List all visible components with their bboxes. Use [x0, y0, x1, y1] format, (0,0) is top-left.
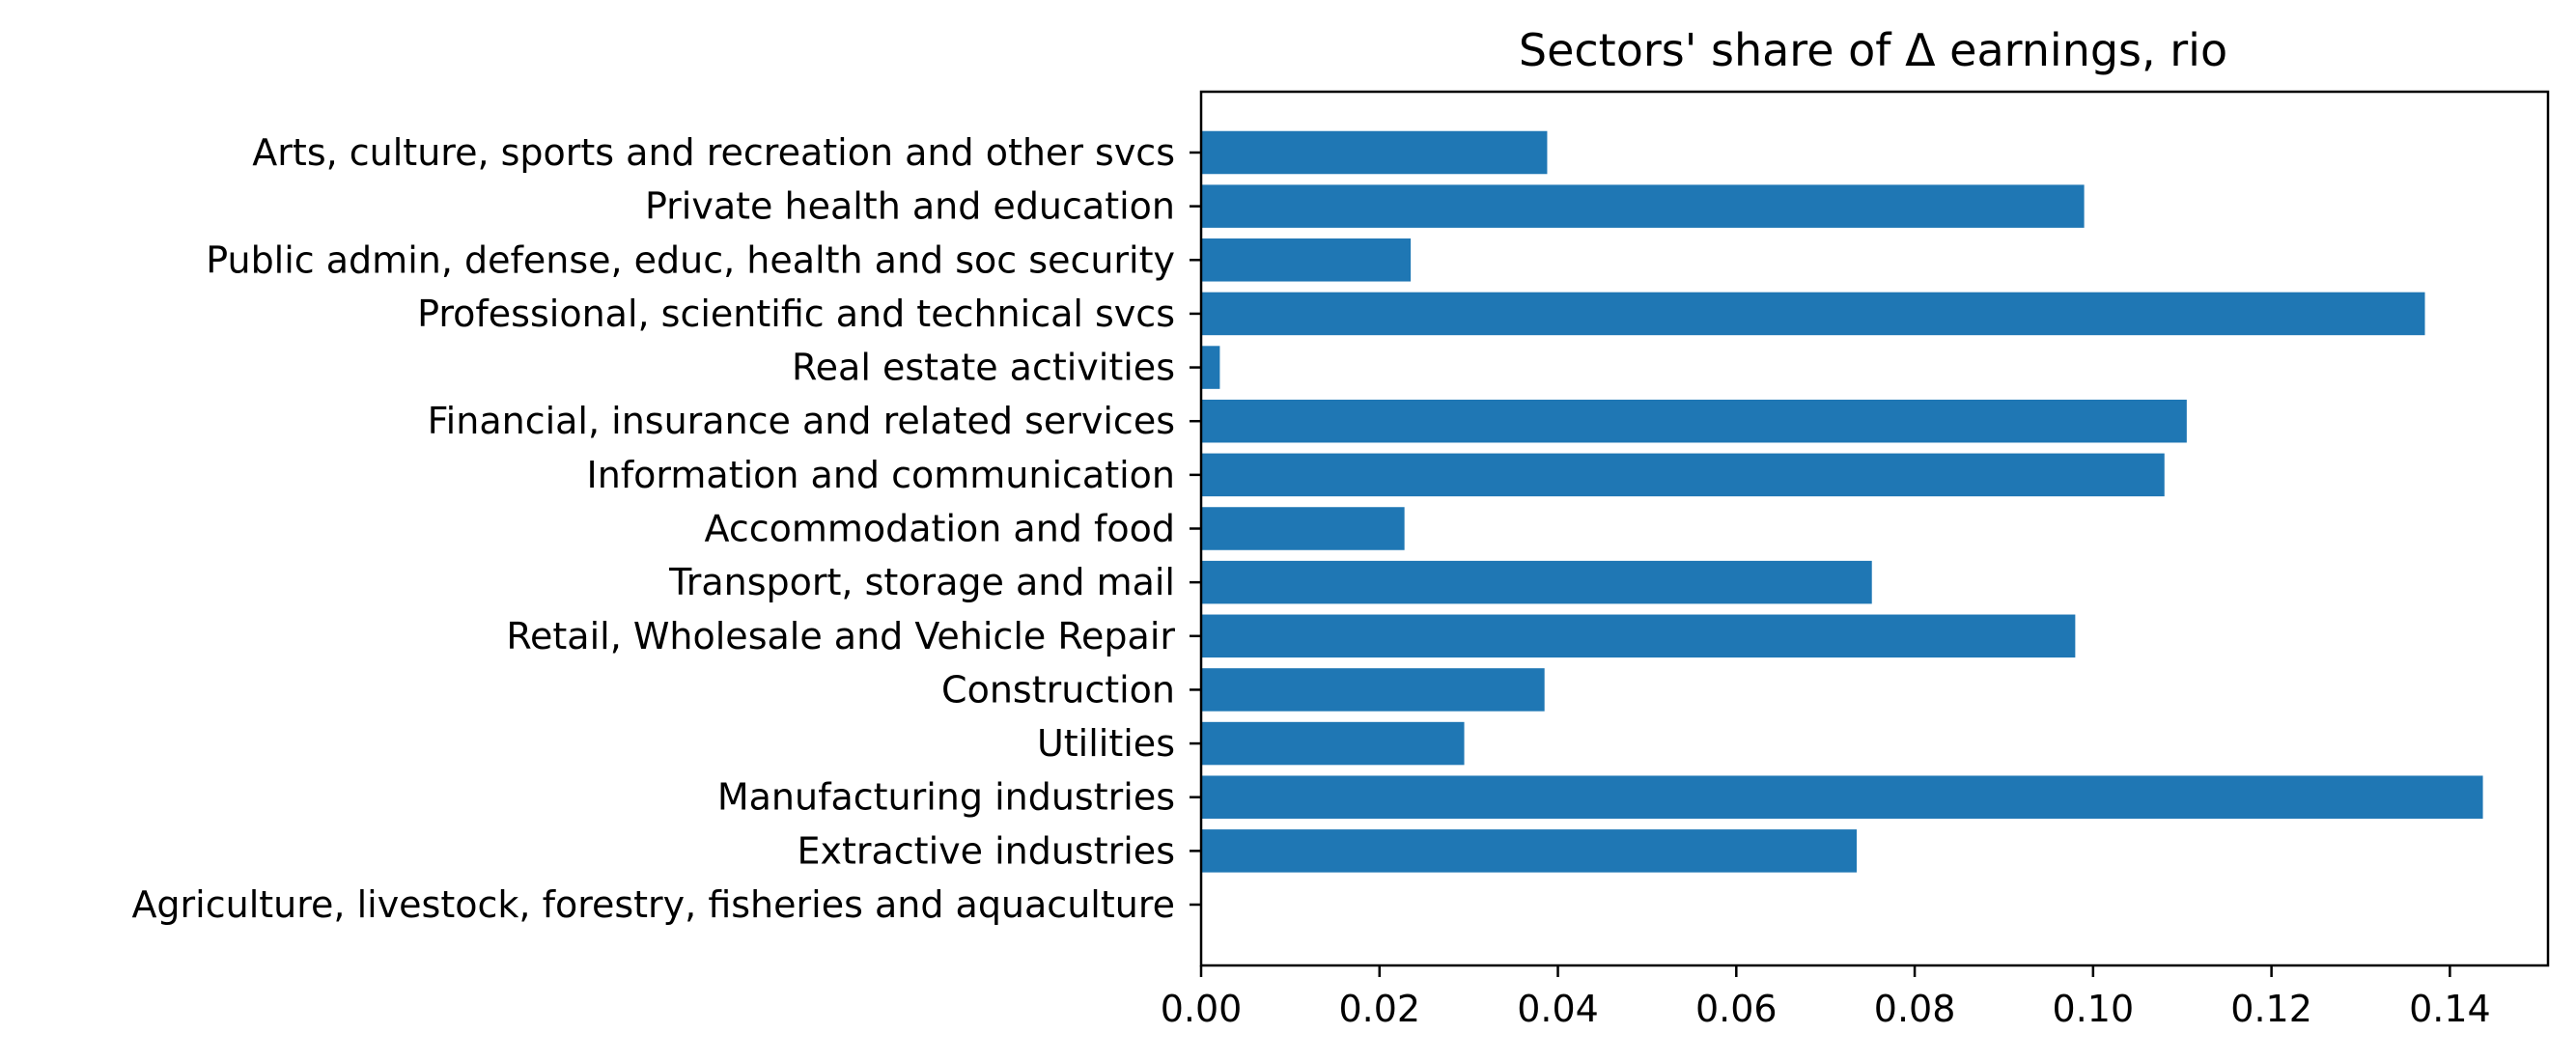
- y-axis-ticks: Agriculture, livestock, forestry, fisher…: [131, 131, 1201, 926]
- y-tick-label: Arts, culture, sports and recreation and…: [252, 131, 1175, 174]
- bar: [1201, 668, 1545, 712]
- x-axis-ticks: 0.00 0.02 0.04 0.06 0.08 0.10 0.12 0.14: [1161, 965, 2491, 1030]
- x-tick-label: 0.00: [1161, 988, 1243, 1030]
- bar: [1201, 614, 2076, 658]
- bar: [1201, 775, 2483, 819]
- y-tick-label: Construction: [941, 668, 1175, 711]
- y-tick-label: Accommodation and food: [705, 508, 1176, 550]
- y-tick-label: Agriculture, livestock, forestry, fisher…: [131, 883, 1175, 926]
- bar: [1201, 238, 1412, 282]
- y-tick-label: Professional, scientific and technical s…: [417, 293, 1175, 335]
- bar: [1201, 130, 1548, 175]
- bars-group: [1201, 130, 2483, 873]
- bar: [1201, 292, 2425, 336]
- y-tick-label: Public admin, defense, educ, health and …: [206, 238, 1175, 281]
- x-tick-label: 0.02: [1338, 988, 1420, 1030]
- x-tick-label: 0.04: [1517, 988, 1599, 1030]
- bar: [1201, 721, 1465, 766]
- y-tick-label: Extractive industries: [797, 829, 1175, 872]
- y-tick-label: Financial, insurance and related service…: [428, 400, 1175, 442]
- plot-frame: [1199, 90, 2550, 967]
- x-tick-label: 0.06: [1695, 988, 1778, 1030]
- y-tick-label: Private health and education: [645, 185, 1175, 228]
- y-tick-label: Real estate activities: [792, 347, 1175, 389]
- x-tick-label: 0.08: [1874, 988, 1956, 1030]
- x-tick-label: 0.14: [2409, 988, 2491, 1030]
- y-tick-label: Utilities: [1037, 722, 1175, 765]
- x-tick-label: 0.12: [2230, 988, 2312, 1030]
- bar: [1201, 399, 2187, 443]
- bar: [1201, 184, 2085, 228]
- x-tick-label: 0.10: [2053, 988, 2135, 1030]
- chart-title: Sectors' share of Δ earnings, rio: [1519, 24, 2227, 76]
- y-tick-label: Information and communication: [587, 454, 1175, 496]
- y-tick-label: Retail, Wholesale and Vehicle Repair: [506, 615, 1175, 657]
- y-tick-label: Transport, storage and mail: [668, 561, 1175, 603]
- bar: [1201, 560, 1872, 604]
- bar: [1201, 829, 1858, 873]
- bar: [1201, 453, 2165, 497]
- bar: [1201, 346, 1220, 389]
- y-tick-label: Manufacturing industries: [717, 776, 1175, 819]
- bar: [1201, 507, 1405, 550]
